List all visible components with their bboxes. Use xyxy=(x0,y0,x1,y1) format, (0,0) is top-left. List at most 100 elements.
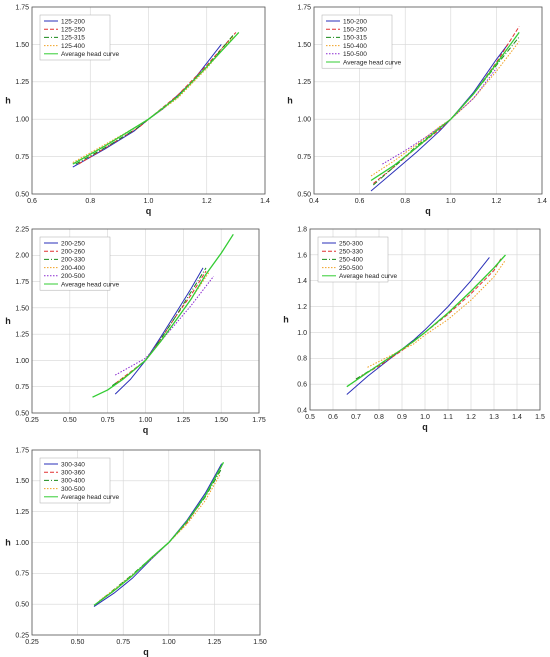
y-tick-label: 1.50 xyxy=(15,42,29,49)
y-tick-label: 0.75 xyxy=(297,154,311,161)
x-tick-label: 0.7 xyxy=(351,414,361,421)
y-tick-label: 0.4 xyxy=(297,407,307,414)
y-tick-label: 0.50 xyxy=(297,191,311,198)
y-tick-label: 1.75 xyxy=(15,447,29,454)
y-tick-label: 1.25 xyxy=(297,79,311,86)
x-tick-label: 1.00 xyxy=(162,639,176,646)
y-tick-label: 1.00 xyxy=(15,540,29,547)
plot-frame xyxy=(31,228,260,414)
y-tick-label: 1.50 xyxy=(297,42,311,49)
legend-entry: 300-400 xyxy=(61,478,85,485)
x-tick-label: 0.25 xyxy=(25,639,39,646)
x-axis-label: q xyxy=(422,422,428,432)
legend-entry: 250-300 xyxy=(339,240,363,247)
x-tick-label: 1.4 xyxy=(537,198,547,205)
chart-panel-4: 0.5 0.6 0.7 0.8 0.9 1.0 1.1 1.2 1.3 1.4 1.5 0.4 0.6 0… xyxy=(283,226,545,432)
x-tick-label: 1.00 xyxy=(139,417,153,424)
x-tick-label: 0.9 xyxy=(397,414,407,421)
x-axis-label: q xyxy=(143,647,149,657)
series-line-average-head-curve xyxy=(93,461,225,606)
series-line-150-500 xyxy=(382,67,497,165)
x-tick-label: 0.4 xyxy=(309,198,319,205)
legend-entry: Average head curve xyxy=(61,494,119,501)
x-tick-label: 1.2 xyxy=(492,198,502,205)
legend-entry: 150-250 xyxy=(343,27,367,34)
y-tick-label: 1.75 xyxy=(297,4,311,11)
legend-entry: 125-315 xyxy=(61,35,85,42)
y-tick-label: 1.2 xyxy=(297,304,307,311)
series-line-150-200 xyxy=(370,44,509,192)
y-tick-label: 0.75 xyxy=(15,154,29,161)
y-axis-label: h xyxy=(5,316,11,326)
y-tick-label: 0.8 xyxy=(297,356,307,363)
legend-entry: 300-340 xyxy=(61,461,85,468)
x-tick-label: 1.0 xyxy=(144,198,154,205)
legend-entry: 200-250 xyxy=(61,240,85,247)
y-tick-label: 1.00 xyxy=(15,117,29,124)
series-line-average-head-curve xyxy=(346,254,506,388)
legend-entry: 125-200 xyxy=(61,18,85,25)
y-tick-label: 0.6 xyxy=(297,382,307,389)
legend-entry: Average head curve xyxy=(339,273,397,280)
legend-entry: 250-330 xyxy=(339,249,363,256)
legend-entry: 150-400 xyxy=(343,43,367,50)
legend: 200-250 200-260200-330200-400200-500Avera… xyxy=(39,236,119,291)
y-tick-label: 0.75 xyxy=(15,384,29,391)
x-tick-label: 0.75 xyxy=(116,639,130,646)
x-tick-label: 0.50 xyxy=(63,417,77,424)
x-tick-label: 0.6 xyxy=(328,414,338,421)
x-tick-label: 1.4 xyxy=(512,414,522,421)
series-line-300-500 xyxy=(99,474,221,601)
legend-entry: 200-400 xyxy=(61,265,85,272)
series-line-200-260 xyxy=(114,270,207,384)
x-tick-label: 0.8 xyxy=(374,414,384,421)
legend-entry: 200-260 xyxy=(61,249,85,256)
x-tick-label: 0.75 xyxy=(101,417,115,424)
x-tick-label: 1.5 xyxy=(535,414,545,421)
x-axis-label: q xyxy=(146,206,152,216)
series-line-250-300 xyxy=(346,257,490,395)
x-tick-label: 0.8 xyxy=(85,198,95,205)
y-tick-label: 1.6 xyxy=(297,252,307,259)
series-line-average-head-curve xyxy=(370,32,520,182)
legend-entry: 300-500 xyxy=(61,486,85,493)
y-tick-label: 0.50 xyxy=(15,602,29,609)
y-tick-label: 1.00 xyxy=(297,117,311,124)
chart-panel-5: 0.25 0.50 0.75 1.00 1.25 1.50 0.25 0.50 0.75 1.00… xyxy=(5,447,267,657)
y-tick-label: 0.50 xyxy=(15,191,29,198)
x-tick-label: 0.6 xyxy=(27,198,37,205)
legend-entry: Average head curve xyxy=(61,51,119,58)
chart-panel-3: 0.25 0.50 0.75 1.00 1.25 1.50 1.750.500.751.00… xyxy=(5,226,266,435)
x-tick-label: 1.25 xyxy=(208,639,222,646)
plot-frame xyxy=(31,6,266,195)
legend: 150-200 150-250150-315150-400150-500Avera… xyxy=(321,14,401,69)
y-tick-label: 1.75 xyxy=(15,4,29,11)
legend-box xyxy=(39,236,111,291)
legend-entry: 150-315 xyxy=(343,35,367,42)
y-tick-label: 1.50 xyxy=(15,305,29,312)
x-tick-label: 1.50 xyxy=(214,417,228,424)
legend-entry: 200-500 xyxy=(61,273,85,280)
x-tick-label: 1.25 xyxy=(177,417,191,424)
legend-entry: 200-330 xyxy=(61,257,85,264)
chart-panel-1: 0.6 0.8 1.0 1.2 1.4 0.50 0.75 1.00 1.25 1.50 1.75 q… xyxy=(5,4,270,216)
y-tick-label: 1.25 xyxy=(15,79,29,86)
x-tick-label: 1.2 xyxy=(202,198,212,205)
plot-frame xyxy=(309,228,541,411)
legend-entry: 150-200 xyxy=(343,18,367,25)
x-tick-label: 1.2 xyxy=(466,414,476,421)
x-tick-label: 1.50 xyxy=(253,639,267,646)
plot-frame xyxy=(31,449,261,636)
x-tick-label: 1.0 xyxy=(446,198,456,205)
legend-entry: 250-400 xyxy=(339,257,363,264)
x-tick-label: 0.8 xyxy=(400,198,410,205)
y-tick-label: 1.25 xyxy=(15,332,29,339)
y-tick-label: 1.8 xyxy=(297,226,307,233)
legend-entry: Average head curve xyxy=(61,281,119,288)
y-axis-label: h xyxy=(287,96,293,106)
plot-frame xyxy=(313,6,543,195)
